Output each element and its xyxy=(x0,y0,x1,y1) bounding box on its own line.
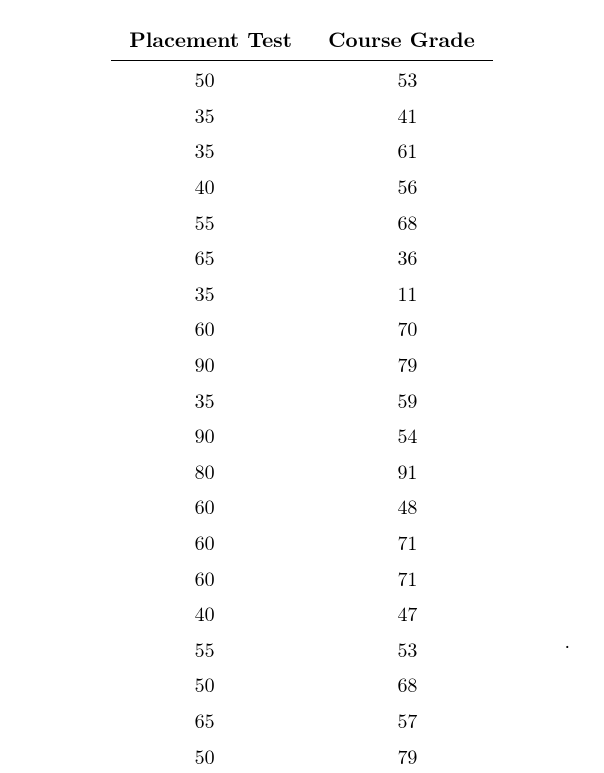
placement-test-cell: 90 xyxy=(111,417,310,453)
course-grade-cell: 71 xyxy=(310,559,493,595)
table-body: 5053354135614056556865363511607090793559… xyxy=(111,61,493,773)
course-grade-cell: 48 xyxy=(310,488,493,524)
table-row: 9054 xyxy=(111,417,493,453)
table-row: 6557 xyxy=(111,702,493,738)
placement-test-cell: 60 xyxy=(111,488,310,524)
course-grade-cell: 53 xyxy=(310,61,493,97)
course-grade-cell: 61 xyxy=(310,132,493,168)
table-row: 5568 xyxy=(111,203,493,239)
placement-test-cell: 35 xyxy=(111,132,310,168)
course-grade-cell: 59 xyxy=(310,381,493,417)
placement-test-cell: 35 xyxy=(111,275,310,311)
course-grade-cell: 79 xyxy=(310,346,493,382)
column-header-placement: Placement Test xyxy=(111,20,310,61)
placement-test-cell: 40 xyxy=(111,168,310,204)
course-grade-cell: 36 xyxy=(310,239,493,275)
placement-test-cell: 55 xyxy=(111,631,310,667)
placement-test-cell: 60 xyxy=(111,310,310,346)
placement-test-cell: 40 xyxy=(111,595,310,631)
placement-test-cell: 65 xyxy=(111,239,310,275)
placement-test-cell: 35 xyxy=(111,381,310,417)
course-grade-cell: 53 xyxy=(310,631,493,667)
placement-test-cell: 65 xyxy=(111,702,310,738)
table-row: 5553 xyxy=(111,631,493,667)
table-row: 3541 xyxy=(111,97,493,133)
course-grade-cell: 57 xyxy=(310,702,493,738)
table-row: 3511 xyxy=(111,275,493,311)
column-header-grade: Course Grade xyxy=(310,20,493,61)
course-grade-cell: 68 xyxy=(310,666,493,702)
placement-test-cell: 90 xyxy=(111,346,310,382)
placement-test-cell: 50 xyxy=(111,737,310,773)
placement-test-cell: 50 xyxy=(111,61,310,97)
table-row: 3561 xyxy=(111,132,493,168)
placement-test-cell: 50 xyxy=(111,666,310,702)
table-row: 5079 xyxy=(111,737,493,773)
table-row: 5053 xyxy=(111,61,493,97)
table-row: 9079 xyxy=(111,346,493,382)
table-row: 5068 xyxy=(111,666,493,702)
course-grade-cell: 91 xyxy=(310,453,493,489)
placement-test-cell: 80 xyxy=(111,453,310,489)
table-header-row: Placement Test Course Grade xyxy=(111,20,493,61)
table-row: 6070 xyxy=(111,310,493,346)
course-grade-cell: 70 xyxy=(310,310,493,346)
table-row: 6048 xyxy=(111,488,493,524)
table-row: 6071 xyxy=(111,559,493,595)
course-grade-cell: 71 xyxy=(310,524,493,560)
course-grade-cell: 56 xyxy=(310,168,493,204)
table-row: 6071 xyxy=(111,524,493,560)
course-grade-cell: 41 xyxy=(310,97,493,133)
course-grade-cell: 79 xyxy=(310,737,493,773)
placement-test-cell: 60 xyxy=(111,559,310,595)
table-row: 4056 xyxy=(111,168,493,204)
placement-test-cell: 35 xyxy=(111,97,310,133)
table-row: 4047 xyxy=(111,595,493,631)
table-row: 6536 xyxy=(111,239,493,275)
placement-test-cell: 60 xyxy=(111,524,310,560)
course-grade-cell: 54 xyxy=(310,417,493,453)
course-grade-cell: 47 xyxy=(310,595,493,631)
course-grade-cell: 11 xyxy=(310,275,493,311)
data-table: Placement Test Course Grade 505335413561… xyxy=(111,20,493,773)
table-row: 3559 xyxy=(111,381,493,417)
trailing-period: . xyxy=(564,625,570,654)
course-grade-cell: 68 xyxy=(310,203,493,239)
table-row: 8091 xyxy=(111,453,493,489)
placement-test-cell: 55 xyxy=(111,203,310,239)
